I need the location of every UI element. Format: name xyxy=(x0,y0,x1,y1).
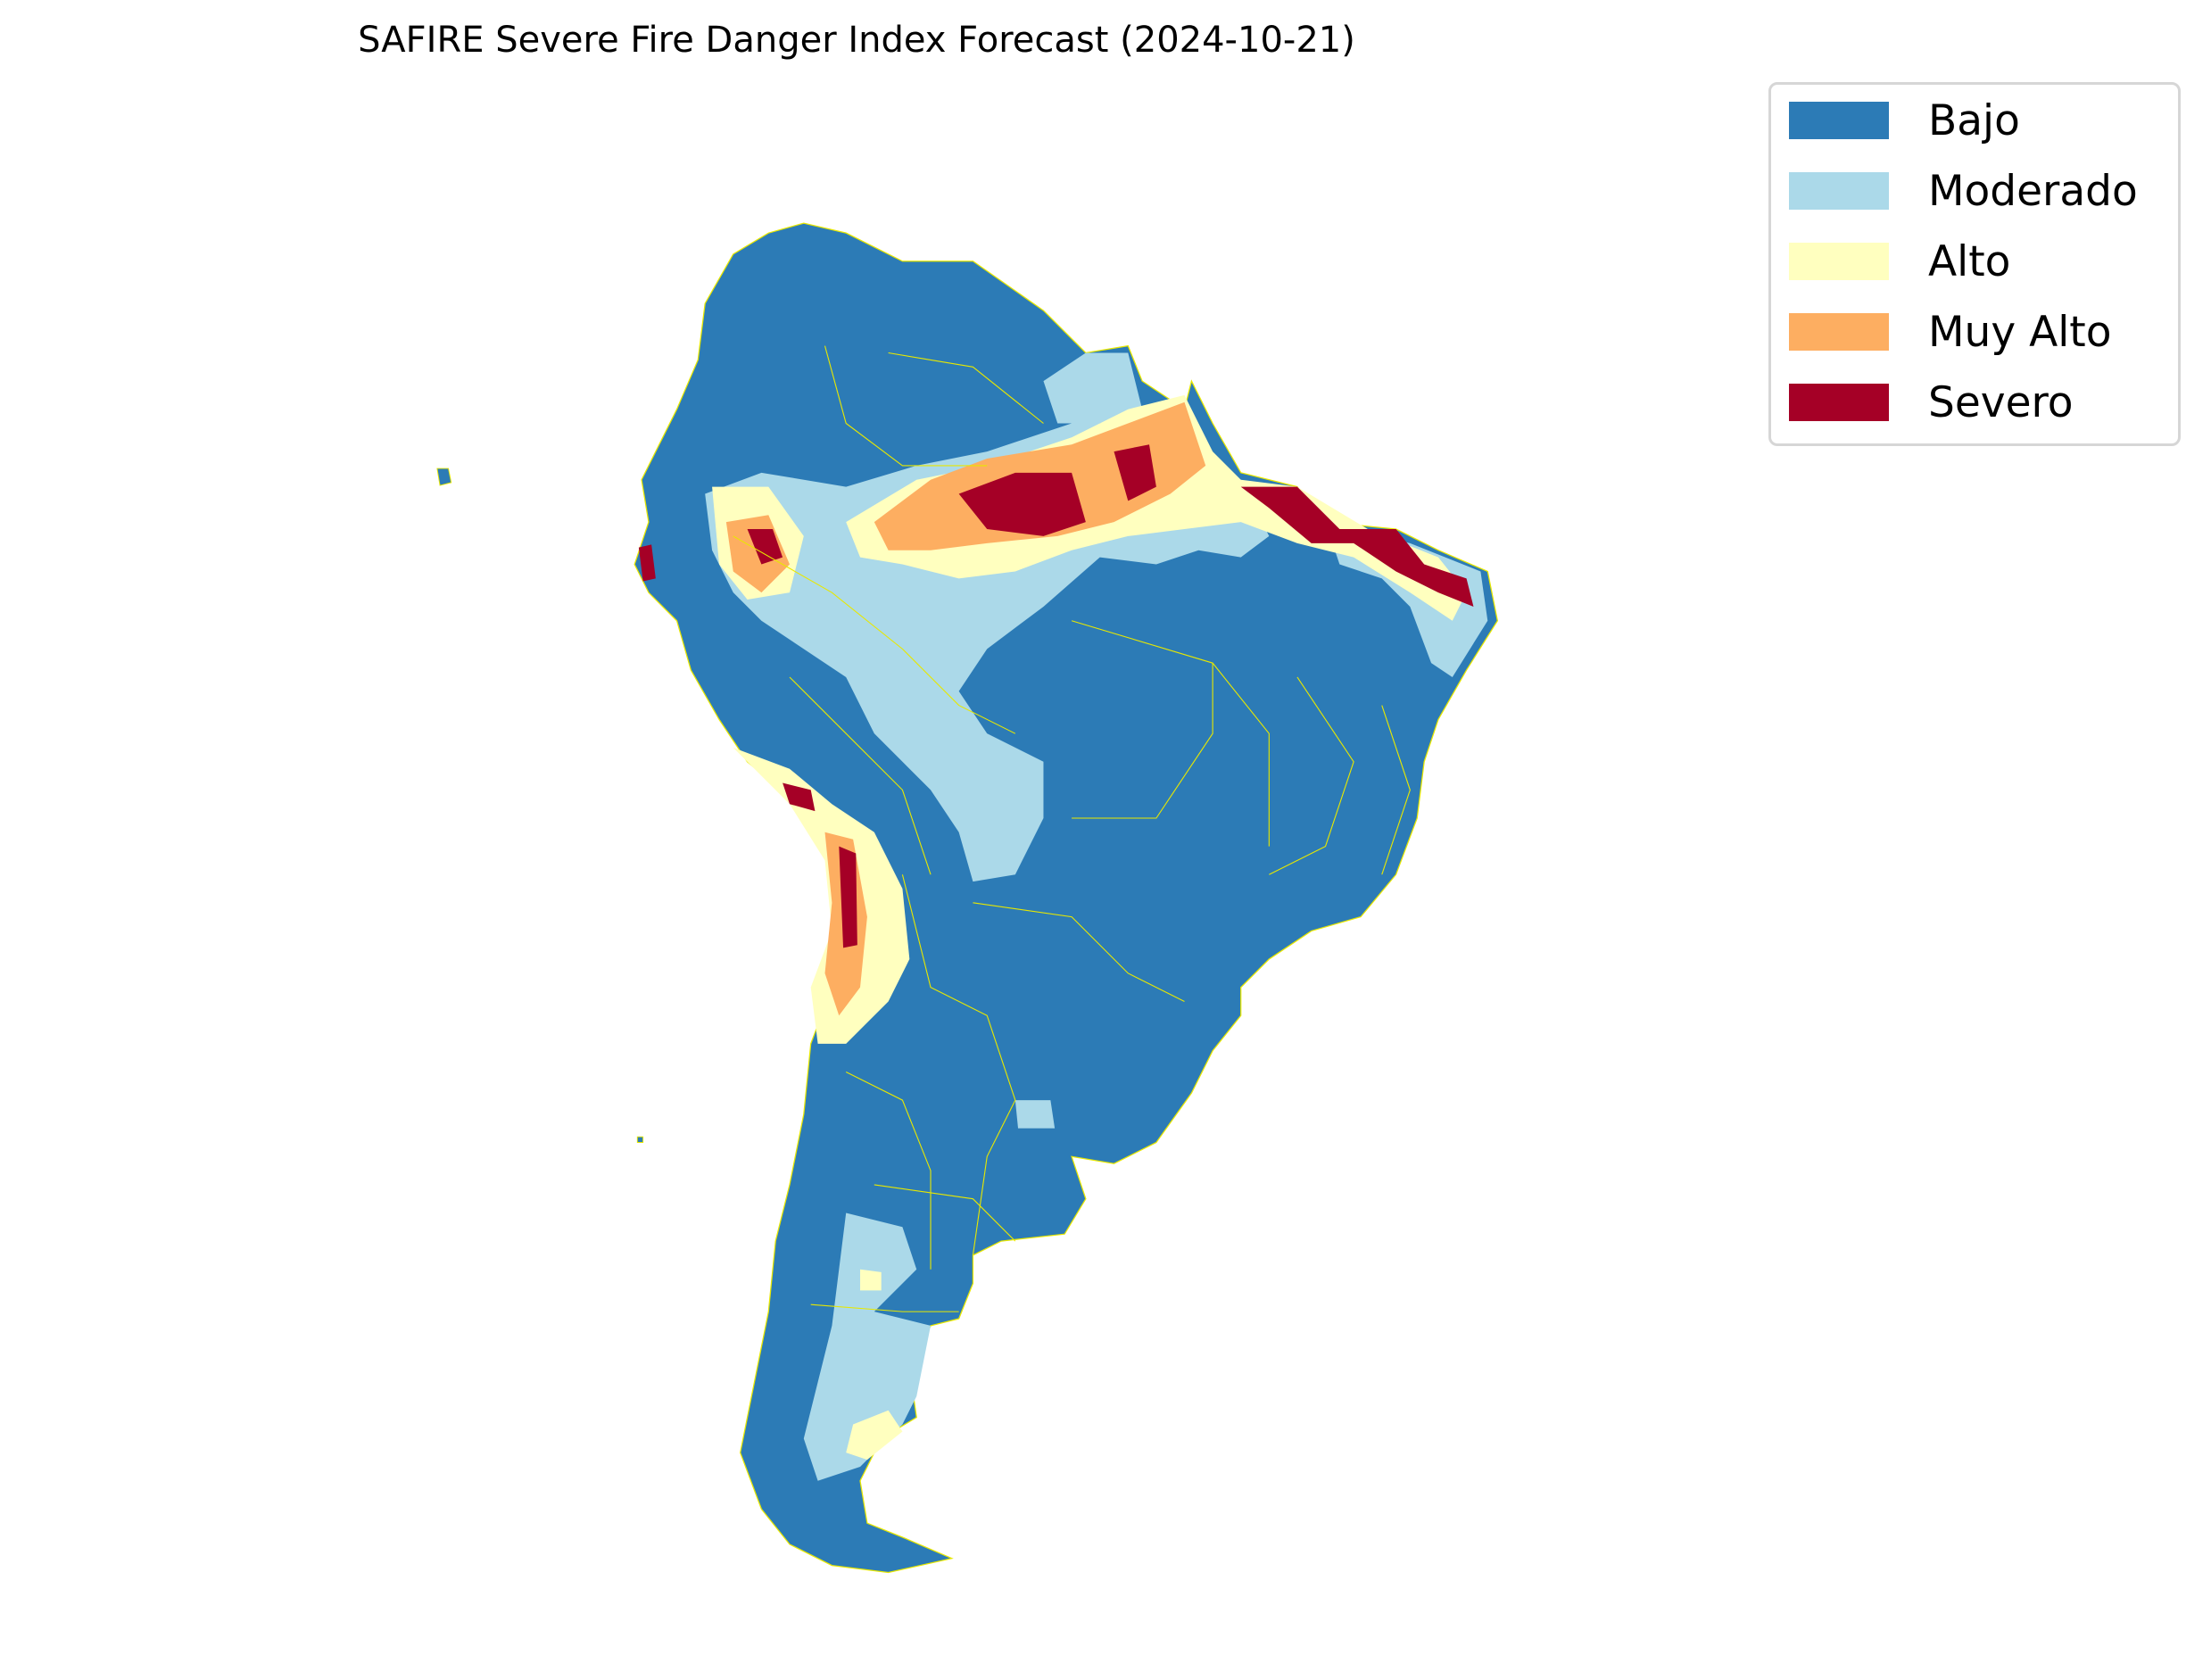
boundary-line xyxy=(1071,620,1270,847)
boundary-line xyxy=(901,874,1016,1255)
boundary-line xyxy=(810,1303,959,1312)
region-severo-north2 xyxy=(1114,444,1156,501)
islands xyxy=(436,468,644,1143)
region-moderado-patagonia xyxy=(803,1212,932,1481)
region-alto-andes xyxy=(733,747,910,1044)
legend-swatch xyxy=(1789,102,1889,139)
legend-item-alto: Alto xyxy=(1789,237,2010,286)
boundary-line xyxy=(789,676,932,875)
region-severo-peru xyxy=(783,782,816,812)
region-alto-patagonia xyxy=(846,1410,903,1461)
region-severo-northeast xyxy=(1240,486,1474,607)
legend: Bajo Moderado Alto Muy Alto Severo xyxy=(1768,82,2181,446)
legend-item-moderado: Moderado xyxy=(1789,167,2138,216)
boundary-line xyxy=(824,345,988,467)
legend-label: Bajo xyxy=(1928,95,2020,145)
boundary-line xyxy=(1072,663,1213,819)
boundary-line xyxy=(733,535,1016,734)
legend-label: Alto xyxy=(1928,236,2011,286)
region-moderado-north xyxy=(705,423,1270,882)
region-severo-andes xyxy=(839,846,857,948)
admin-boundaries xyxy=(733,345,1411,1312)
legend-label: Muy Alto xyxy=(1928,307,2112,357)
legend-item-severo: Severo xyxy=(1789,378,2074,427)
region-moderado-chaco xyxy=(1014,1100,1056,1129)
legend-swatch xyxy=(1789,313,1889,351)
boundary-line xyxy=(436,468,452,486)
region-moderado-guiana xyxy=(1043,352,1143,424)
boundary-line xyxy=(1381,705,1411,875)
legend-label: Moderado xyxy=(1928,166,2138,216)
chart-title: SAFIRE Severe Fire Danger Index Forecast… xyxy=(358,20,1355,61)
boundary-line xyxy=(888,352,1044,424)
region-severo-north1 xyxy=(958,472,1086,536)
legend-swatch xyxy=(1789,243,1889,280)
boundary-line xyxy=(973,902,1185,1002)
boundary-line xyxy=(636,1136,644,1143)
legend-item-muy-alto: Muy Alto xyxy=(1789,308,2112,357)
legend-label: Severo xyxy=(1928,377,2074,427)
legend-swatch xyxy=(1789,172,1889,210)
region-alto-patagonia2 xyxy=(860,1269,882,1291)
region-alto-north xyxy=(846,394,1467,621)
boundary-line xyxy=(874,1184,1016,1242)
legend-swatch xyxy=(1789,384,1889,421)
region-severo-peru-coast xyxy=(638,544,656,582)
boundary-line xyxy=(845,1071,932,1270)
legend-item-bajo: Bajo xyxy=(1789,96,2020,145)
region-severo-ecuador xyxy=(747,529,783,565)
boundary-line xyxy=(1269,676,1354,875)
